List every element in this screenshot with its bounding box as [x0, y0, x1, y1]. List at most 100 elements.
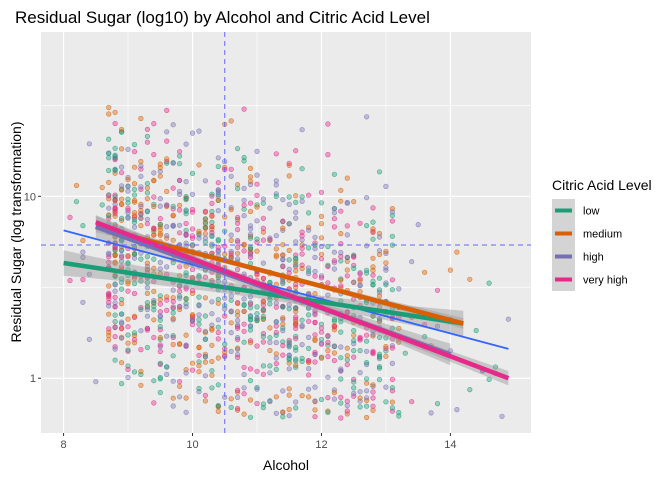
- scatter-point: [189, 170, 196, 176]
- scatter-point: [170, 298, 176, 305]
- scatter-point: [144, 181, 150, 187]
- scatter-point: [73, 182, 80, 189]
- scatter-point: [125, 205, 131, 211]
- scatter-point: [157, 293, 163, 299]
- scatter-point: [318, 329, 325, 335]
- scatter-point: [189, 130, 196, 136]
- scatter-point: [286, 162, 292, 168]
- scatter-point: [118, 258, 125, 264]
- scatter-point: [357, 276, 363, 282]
- scatter-point: [209, 385, 215, 391]
- scatter-point: [331, 396, 338, 402]
- scatter-point: [312, 234, 318, 240]
- scatter-point: [293, 209, 299, 215]
- scatter-point: [138, 328, 144, 334]
- scatter-point: [273, 366, 279, 373]
- scatter-point: [241, 339, 247, 345]
- scatter-point: [118, 381, 125, 387]
- scatter-point: [306, 386, 312, 392]
- scatter-point: [318, 251, 325, 257]
- scatter-point: [144, 327, 150, 333]
- scatter-point: [235, 346, 241, 352]
- scatter-point: [273, 394, 279, 400]
- scatter-point: [125, 261, 131, 267]
- scatter-point: [318, 213, 325, 219]
- scatter-point: [280, 325, 286, 331]
- scatter-point: [370, 205, 376, 211]
- scatter-point: [299, 322, 305, 329]
- scatter-point: [235, 239, 241, 245]
- scatter-point: [293, 405, 299, 411]
- scatter-point: [151, 307, 157, 313]
- scatter-point: [241, 411, 247, 417]
- scatter-point: [151, 278, 157, 284]
- scatter-point: [351, 379, 357, 385]
- scatter-point: [376, 316, 383, 322]
- scatter-point: [144, 285, 150, 291]
- scatter-point: [112, 288, 118, 294]
- scatter-point: [118, 215, 125, 221]
- scatter-point: [228, 309, 234, 315]
- scatter-point: [299, 265, 305, 272]
- scatter-point: [370, 264, 376, 270]
- scatter-point: [331, 324, 338, 330]
- scatter-point: [106, 337, 112, 343]
- scatter-point: [170, 333, 176, 339]
- scatter-point: [370, 407, 376, 413]
- scatter-point: [106, 329, 112, 335]
- scatter-point: [196, 369, 202, 375]
- scatter-point: [235, 214, 241, 221]
- scatter-point: [112, 145, 118, 151]
- scatter-point: [318, 275, 325, 281]
- scatter-point: [351, 328, 357, 334]
- scatter-point: [312, 398, 318, 404]
- scatter-point: [338, 344, 344, 350]
- scatter-point: [299, 166, 305, 172]
- scatter-point: [254, 172, 260, 178]
- scatter-point: [299, 245, 305, 251]
- scatter-point: [247, 174, 254, 180]
- scatter-point: [280, 328, 286, 334]
- scatter-point: [505, 316, 512, 322]
- scatter-point: [228, 297, 234, 303]
- scatter-point: [247, 414, 254, 420]
- scatter-point: [280, 197, 286, 203]
- scatter-point: [389, 345, 396, 351]
- scatter-point: [286, 386, 292, 392]
- scatter-point: [312, 319, 318, 326]
- scatter-point: [370, 226, 376, 232]
- scatter-point: [235, 186, 241, 192]
- scatter-point: [370, 272, 376, 278]
- scatter-point: [202, 336, 208, 342]
- scatter-point: [293, 362, 299, 368]
- scatter-point: [209, 358, 215, 365]
- scatter-point: [241, 308, 247, 315]
- scatter-point: [273, 246, 279, 252]
- scatter-point: [280, 414, 286, 420]
- scatter-point: [247, 200, 254, 206]
- scatter-point: [267, 205, 273, 211]
- scatter-point: [118, 360, 125, 366]
- scatter-point: [293, 358, 299, 364]
- scatter-point: [235, 318, 241, 324]
- x-axis-label: Alcohol: [263, 457, 309, 473]
- scatter-point: [106, 250, 112, 256]
- scatter-point: [125, 196, 131, 202]
- scatter-point: [215, 355, 221, 361]
- scatter-point: [215, 197, 221, 203]
- scatter-point: [241, 364, 247, 370]
- scatter-point: [364, 397, 370, 404]
- scatter-point: [370, 382, 376, 388]
- scatter-point: [241, 385, 247, 391]
- legend-label: medium: [583, 229, 622, 241]
- scatter-point: [351, 279, 357, 285]
- scatter-point: [260, 405, 267, 411]
- scatter-point: [196, 321, 202, 327]
- scatter-point: [215, 155, 221, 161]
- scatter-point: [312, 332, 318, 338]
- scatter-point: [118, 319, 125, 325]
- scatter-point: [312, 246, 318, 252]
- scatter-point: [267, 235, 273, 241]
